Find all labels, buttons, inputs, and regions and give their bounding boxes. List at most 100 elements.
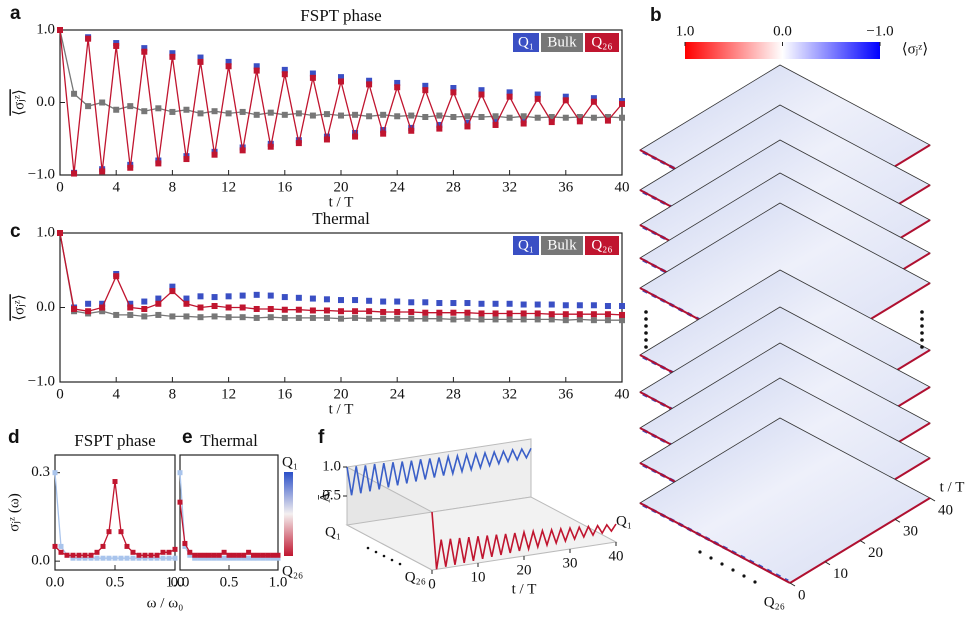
data-point bbox=[142, 555, 148, 561]
legend-swatch bbox=[585, 236, 619, 255]
data-point bbox=[183, 313, 190, 320]
data-point bbox=[436, 112, 443, 119]
data-point bbox=[148, 555, 154, 561]
data-point bbox=[450, 316, 457, 323]
data-point bbox=[295, 140, 302, 147]
data-point bbox=[295, 110, 302, 117]
x-tick-label: 12 bbox=[221, 179, 236, 195]
t-tick-label: 10 bbox=[833, 566, 848, 582]
data-point bbox=[197, 555, 203, 561]
ellipsis-dot bbox=[920, 345, 924, 349]
data-point bbox=[338, 78, 344, 85]
data-point bbox=[380, 315, 387, 322]
data-point bbox=[211, 303, 218, 310]
data-point bbox=[408, 127, 415, 134]
data-point bbox=[338, 315, 344, 322]
data-point bbox=[231, 552, 237, 558]
ellipsis-dot bbox=[920, 331, 924, 335]
data-point bbox=[253, 314, 260, 321]
data-point bbox=[506, 310, 513, 317]
data-point bbox=[211, 294, 218, 301]
data-point bbox=[380, 111, 387, 118]
data-point bbox=[464, 123, 471, 130]
data-point bbox=[478, 114, 485, 120]
data-point bbox=[169, 108, 176, 115]
data-point bbox=[99, 308, 106, 315]
data-point bbox=[464, 113, 471, 120]
data-point bbox=[113, 273, 120, 280]
ellipsis-dot bbox=[382, 554, 386, 558]
data-point bbox=[71, 90, 78, 97]
x-tick-label: 20 bbox=[517, 562, 532, 578]
data-point bbox=[281, 111, 288, 118]
data-point bbox=[177, 499, 183, 505]
data-point bbox=[241, 555, 247, 561]
x-tick-label: 20 bbox=[334, 179, 349, 195]
data-point bbox=[267, 305, 274, 312]
data-point bbox=[88, 552, 94, 558]
legend-swatch bbox=[513, 33, 539, 52]
t-tick bbox=[859, 540, 866, 544]
data-point bbox=[436, 309, 443, 316]
data-point bbox=[422, 87, 429, 94]
data-point bbox=[127, 300, 134, 307]
data-point bbox=[231, 555, 237, 561]
x-tick-label: 40 bbox=[615, 179, 630, 195]
data-point bbox=[281, 294, 288, 301]
data-point bbox=[70, 552, 76, 558]
data-point bbox=[172, 546, 178, 552]
data-point bbox=[520, 316, 527, 323]
data-point bbox=[155, 105, 162, 112]
data-point bbox=[352, 129, 359, 136]
data-point bbox=[338, 308, 344, 315]
x-axis-label: ω / ω₀ bbox=[147, 595, 184, 611]
data-point bbox=[100, 555, 106, 561]
data-point bbox=[183, 300, 190, 307]
data-point bbox=[113, 311, 120, 318]
data-point bbox=[450, 85, 457, 91]
data-point bbox=[141, 305, 148, 312]
data-point bbox=[380, 130, 387, 137]
data-point bbox=[99, 99, 106, 106]
data-point bbox=[604, 317, 611, 324]
data-point bbox=[408, 112, 415, 119]
data-point bbox=[85, 300, 92, 307]
row-label: Q₁ bbox=[616, 513, 632, 529]
panel-label: e bbox=[182, 427, 193, 448]
plot-frame bbox=[179, 454, 279, 571]
ellipsis-dot bbox=[398, 562, 402, 566]
data-point bbox=[464, 309, 471, 316]
data-point bbox=[394, 308, 401, 315]
data-point bbox=[239, 147, 246, 154]
y-axis-label: σⱼᶻ (ω) bbox=[6, 493, 22, 531]
data-point bbox=[52, 543, 58, 549]
data-point bbox=[380, 298, 387, 305]
data-point bbox=[562, 93, 569, 100]
data-point bbox=[216, 552, 222, 558]
x-tick-label: 20 bbox=[334, 386, 349, 402]
t-tick-label: 20 bbox=[868, 545, 883, 561]
data-point bbox=[142, 552, 148, 558]
data-point bbox=[534, 301, 541, 308]
ellipsis-dot bbox=[390, 558, 394, 562]
x-tick-label: 32 bbox=[502, 179, 517, 195]
x-tick-label: 0 bbox=[56, 179, 64, 195]
data-point bbox=[197, 58, 204, 65]
data-point bbox=[239, 304, 246, 311]
ellipsis-dot bbox=[644, 310, 648, 314]
data-point bbox=[255, 555, 261, 561]
z-tick-label: 1.0 bbox=[322, 458, 341, 474]
data-point bbox=[225, 293, 232, 300]
data-point bbox=[492, 310, 499, 317]
data-point bbox=[520, 120, 527, 127]
data-point bbox=[619, 303, 625, 310]
data-point bbox=[366, 297, 373, 304]
data-point bbox=[241, 552, 247, 558]
ellipsis-dot bbox=[920, 317, 924, 321]
layer-edge bbox=[639, 502, 791, 584]
data-point bbox=[267, 292, 274, 299]
data-point bbox=[182, 543, 188, 549]
x-tick-label: 28 bbox=[446, 386, 461, 402]
chart-title: Thermal bbox=[312, 209, 370, 228]
